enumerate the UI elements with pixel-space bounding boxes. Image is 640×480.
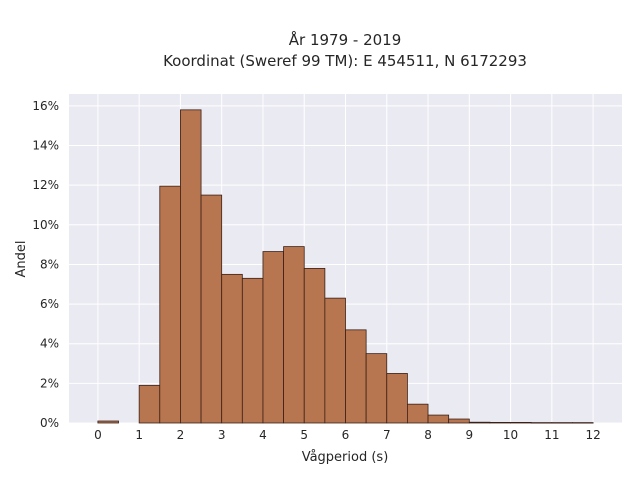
histogram-bar [283, 246, 305, 424]
y-axis-label: Andel [14, 241, 29, 278]
histogram-bar [572, 422, 594, 424]
y-tick-label: 4% [40, 337, 59, 351]
histogram-bar [365, 353, 388, 424]
x-tick-label: 3 [218, 428, 226, 442]
histogram-bar [510, 422, 532, 424]
histogram-bar [345, 329, 367, 424]
x-tick-label: 1 [135, 428, 143, 442]
x-tick-label: 2 [177, 428, 185, 442]
chart-title-line-1: År 1979 - 2019 [289, 30, 402, 49]
histogram-bar [427, 414, 450, 424]
y-tick-label: 12% [32, 178, 59, 192]
y-tick-label: 6% [40, 297, 59, 311]
x-tick-label: 12 [585, 428, 600, 442]
histogram-bar [303, 268, 326, 424]
histogram-bar [159, 185, 181, 424]
y-tick-label: 10% [32, 218, 59, 232]
histogram-bar [180, 109, 202, 424]
x-tick-label: 5 [300, 428, 308, 442]
y-tick-label: 8% [40, 257, 59, 271]
histogram-bar [530, 422, 553, 424]
histogram-bar [200, 194, 223, 424]
histogram-bar [448, 418, 470, 424]
histogram-bar [138, 384, 161, 424]
histogram-bar [241, 277, 264, 424]
bars [97, 109, 594, 424]
y-tick-label: 0% [40, 416, 59, 430]
histogram-bar [468, 421, 491, 424]
x-axis-label: Vågperiod (s) [302, 450, 389, 465]
x-tick-label: 7 [383, 428, 391, 442]
histogram-bar [407, 403, 429, 424]
histogram-bar [324, 297, 346, 424]
x-tick-label: 8 [424, 428, 432, 442]
x-tick-label: 9 [465, 428, 473, 442]
histogram-bar [221, 273, 243, 424]
histogram-bar [489, 422, 511, 424]
x-tick-label: 0 [94, 428, 102, 442]
histogram-bar [97, 420, 119, 424]
x-tick-label: 6 [342, 428, 350, 442]
y-tick-label: 14% [32, 139, 59, 153]
histogram-bar [551, 422, 573, 424]
y-tick-label: 16% [32, 99, 59, 113]
histogram-bar [262, 251, 284, 424]
y-axis-ticks: 0% 2% 4% 6% 8% 10% 12% 14% 16% [32, 99, 59, 430]
x-tick-label: 10 [503, 428, 518, 442]
x-axis-ticks: 0 1 2 3 4 5 6 7 8 9 10 11 12 [94, 428, 601, 442]
x-tick-label: 4 [259, 428, 267, 442]
y-tick-label: 2% [40, 376, 59, 390]
chart-title-line-2: Koordinat (Sweref 99 TM): E 454511, N 61… [163, 52, 527, 70]
histogram-bar [386, 373, 408, 424]
x-tick-label: 11 [544, 428, 559, 442]
